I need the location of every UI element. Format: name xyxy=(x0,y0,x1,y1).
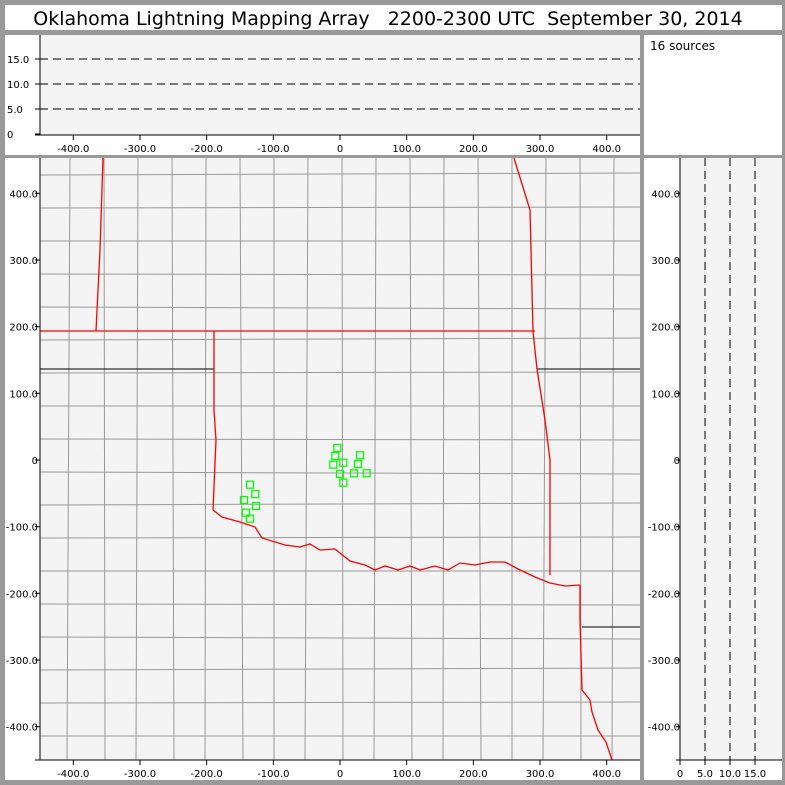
title-panel xyxy=(5,5,782,30)
county-line xyxy=(611,158,615,760)
x-tick-label: 300.0 xyxy=(526,144,555,155)
x-tick-label: -400.0 xyxy=(57,769,89,780)
county-line xyxy=(304,158,309,760)
county-line xyxy=(135,158,139,760)
county-line xyxy=(40,636,640,640)
x-tick-label: 100.0 xyxy=(392,769,421,780)
y-tick-label: 5.0 xyxy=(7,105,23,116)
county-line xyxy=(66,158,71,760)
source-marker xyxy=(251,489,260,499)
county-line xyxy=(40,667,640,671)
source-marker xyxy=(331,451,340,461)
x-tick-label: 100.0 xyxy=(392,144,421,155)
x-tick-label: 10.0 xyxy=(719,769,741,780)
y-tick-label: 100.0 xyxy=(651,389,680,400)
top-grid xyxy=(40,58,640,110)
right-grid xyxy=(704,158,756,760)
source-marker xyxy=(353,459,363,469)
x-tick-label: 0 xyxy=(337,769,343,780)
x-tick-label: -300.0 xyxy=(124,769,156,780)
y-tick-label: 300.0 xyxy=(651,256,680,267)
source-marker xyxy=(349,469,359,478)
source-count: 16 sources xyxy=(650,39,715,53)
county-line xyxy=(409,158,413,760)
county-line xyxy=(442,158,445,760)
y-tick-label: -100.0 xyxy=(6,523,38,534)
plan-view-axes: 400.0 300.0 200.0 100.0 0 -100.0 -200.0 -300.0 -… xyxy=(6,158,640,780)
county-line xyxy=(40,172,640,176)
x-tick-label: -400.0 xyxy=(57,144,89,155)
x-tick-label: -300.0 xyxy=(124,144,156,155)
x-tick-label: -100.0 xyxy=(257,769,289,780)
source-marker xyxy=(355,451,365,460)
y-tick-label: 400.0 xyxy=(9,189,38,200)
x-tick-label: -200.0 xyxy=(191,144,223,155)
x-tick-label: 0 xyxy=(677,769,683,780)
y-tick-label: -100.0 xyxy=(648,523,680,534)
county-line xyxy=(40,371,640,374)
x-tick-label: 0 xyxy=(337,144,343,155)
county-line xyxy=(171,158,175,760)
county-line xyxy=(40,471,640,475)
y-tick-label: -300.0 xyxy=(648,656,680,667)
top-axes: 0 5.0 10.0 15.0 -400.0 -300.0 -200.0 -100.0 0 100… xyxy=(7,35,640,155)
source-marker xyxy=(245,480,255,489)
county-line xyxy=(40,603,640,606)
y-tick-label: -200.0 xyxy=(6,589,38,600)
x-tick-label: -100.0 xyxy=(257,144,289,155)
x-tick-label: 5.0 xyxy=(697,769,713,780)
y-tick-label: 0 xyxy=(7,130,13,141)
x-tick-label: 300.0 xyxy=(526,769,555,780)
y-tick-label: 200.0 xyxy=(651,323,680,334)
x-tick-label: 400.0 xyxy=(592,769,621,780)
y-tick-label: 100.0 xyxy=(9,389,38,400)
y-tick-label: -300.0 xyxy=(6,656,38,667)
x-tick-label: 200.0 xyxy=(459,144,488,155)
county-line xyxy=(40,306,640,310)
figure-title: Oklahoma Lightning Mapping Array 2200-23… xyxy=(33,8,743,30)
county-line xyxy=(477,158,482,760)
state-borders-red xyxy=(40,158,613,760)
source-marker xyxy=(251,501,261,511)
county-line xyxy=(103,158,106,760)
county-line xyxy=(40,536,640,539)
source-count-panel xyxy=(644,35,782,155)
y-tick-label: 0 xyxy=(674,456,680,467)
county-line xyxy=(239,158,244,760)
right-axes: 0 5.0 10.0 15.0 400.0 300.0 200.0 100.0 0 -100.0 -… xyxy=(648,158,782,780)
source-marker xyxy=(339,458,348,467)
county-line xyxy=(40,438,640,441)
county-line xyxy=(40,273,640,276)
county-line xyxy=(542,158,547,760)
y-tick-label: -400.0 xyxy=(648,723,680,734)
source-marker xyxy=(239,495,249,505)
county-line xyxy=(40,337,640,341)
y-tick-label: -200.0 xyxy=(648,589,680,600)
y-tick-label: 400.0 xyxy=(651,189,680,200)
x-tick-label: 15.0 xyxy=(744,769,766,780)
source-markers xyxy=(239,443,371,523)
y-tick-label: 300.0 xyxy=(9,256,38,267)
county-line xyxy=(204,158,207,760)
x-tick-label: 400.0 xyxy=(592,144,621,155)
county-line xyxy=(40,701,640,704)
source-marker xyxy=(333,443,342,453)
county-line xyxy=(40,502,640,506)
x-tick-label: -200.0 xyxy=(191,769,223,780)
y-tick-label: 0 xyxy=(32,456,38,467)
y-tick-label: 200.0 xyxy=(9,323,38,334)
y-tick-label: 10.0 xyxy=(7,80,29,91)
source-marker xyxy=(335,469,345,479)
source-marker xyxy=(329,460,338,469)
source-marker xyxy=(245,514,255,523)
y-tick-label: 15.0 xyxy=(7,55,29,66)
source-marker xyxy=(339,478,348,487)
state-borders-black xyxy=(40,368,640,628)
county-line xyxy=(40,206,640,209)
county-line xyxy=(373,158,377,760)
y-tick-label: -400.0 xyxy=(6,723,38,734)
source-marker xyxy=(362,469,371,478)
x-tick-label: 200.0 xyxy=(459,769,488,780)
